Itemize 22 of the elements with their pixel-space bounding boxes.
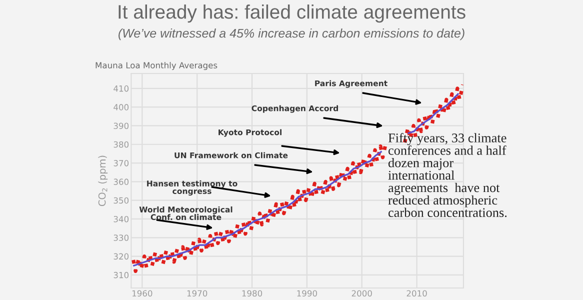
- annotation: Fifty years, 33 climate conferences and a half dozen major international agreements have not reduced atmospheric carbon concentrations.: [388, 133, 507, 218]
- x-tick-label: 1990: [297, 290, 317, 297]
- y-tick-label: 320: [114, 253, 129, 260]
- text: Mauna Loa Monthly Averages: [96, 62, 218, 70]
- x-tick-label: 2000: [352, 290, 372, 297]
- y-tick-label: 410: [114, 85, 129, 92]
- y-tick-label: 400: [114, 104, 129, 110]
- chart-subtitle: (We’ve witnessed a 45% increase in carbon emissions to date): [118, 28, 464, 40]
- y-tick-label: 340: [114, 216, 129, 222]
- x-tick-label: 1980: [242, 290, 262, 297]
- x-tick-label: 1970: [187, 290, 208, 297]
- chart-title: It already has: failed climate agreements: [118, 4, 466, 23]
- y-tick-label: 390: [114, 122, 129, 130]
- y-tick-label: 330: [114, 234, 129, 241]
- x-tick-label: 2010: [406, 290, 427, 297]
- y-tick-label: 360: [114, 178, 129, 185]
- y-tick-label: 310: [114, 272, 129, 278]
- y-tick-label: 380: [114, 141, 129, 148]
- y-tick-label: 370: [114, 160, 129, 166]
- x-tick-label: 1960: [132, 290, 152, 297]
- y-axis-title: CO$_{2}$ (ppm): [98, 156, 108, 206]
- y-tick-label: 350: [114, 197, 129, 204]
